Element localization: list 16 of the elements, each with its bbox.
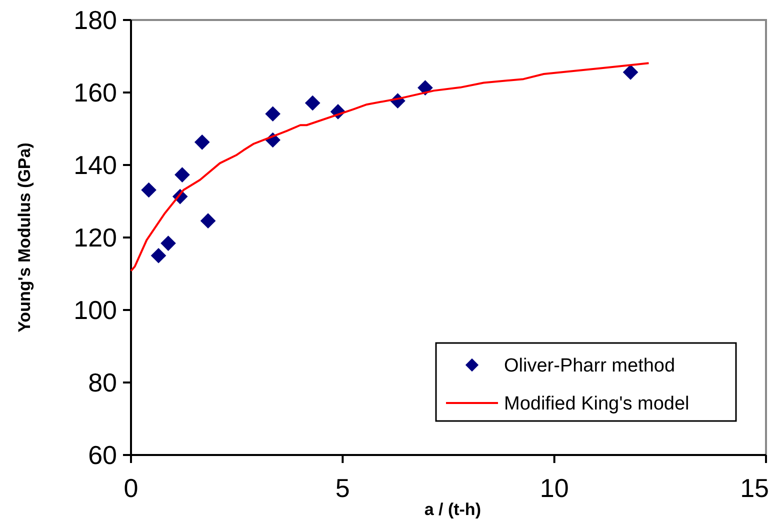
y-tick-label: 100 <box>74 295 117 326</box>
y-tick-label: 120 <box>74 222 117 253</box>
x-tick-label: 10 <box>540 473 569 503</box>
y-tick-label: 180 <box>74 5 117 36</box>
x-tick-label: 15 <box>740 473 769 503</box>
y-tick-label: 160 <box>74 78 117 108</box>
x-tick-label: 5 <box>335 473 350 503</box>
legend-label: Modified King's model <box>504 394 690 415</box>
legend-label: Oliver-Pharr method <box>504 356 676 377</box>
y-tick-label: 80 <box>88 368 117 398</box>
x-axis-title: a / (t-h) <box>424 500 481 519</box>
line-series <box>130 62 650 272</box>
y-tick-label: 60 <box>88 440 117 470</box>
y-axis-title: Young's Modulus (GPa) <box>15 142 34 332</box>
x-tick-label: 0 <box>124 473 138 503</box>
y-tick-label: 140 <box>74 150 117 180</box>
